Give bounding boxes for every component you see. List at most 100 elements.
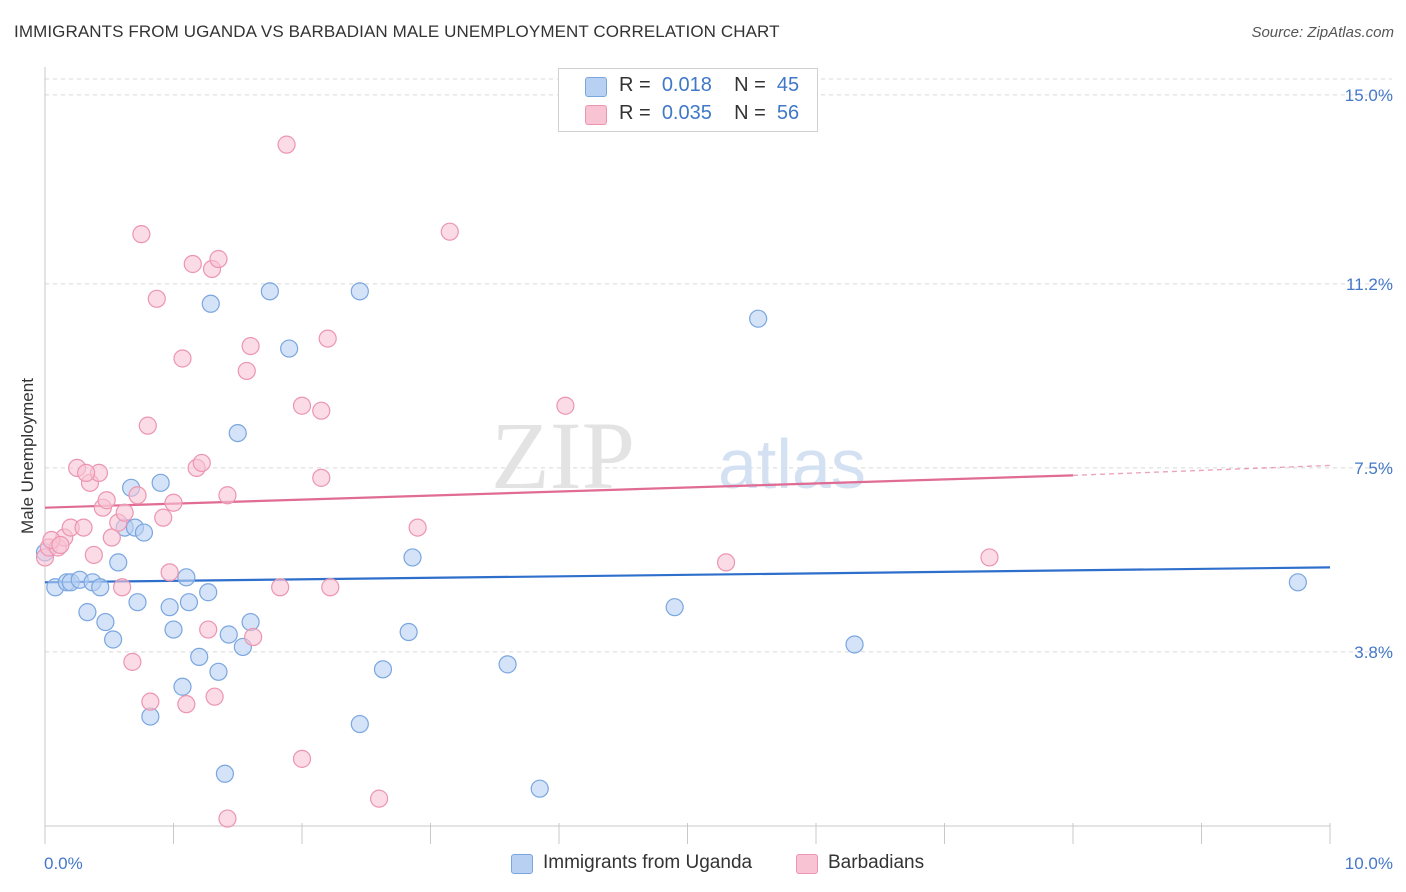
data-point-uganda [209,662,228,681]
legend-swatch-blue [585,77,607,97]
x-tick-label: 10.0% [1345,854,1393,873]
y-tick-label: 7.5% [1354,459,1393,478]
data-point-uganda [403,548,422,567]
data-point-uganda [164,620,183,639]
data-point-barbadians [440,222,459,241]
data-point-barbadians [244,627,263,647]
data-point-barbadians [218,486,237,505]
data-point-uganda [228,423,247,443]
trend-line-barbadians-extension [1072,464,1331,477]
data-point-barbadians [51,535,70,555]
data-point-barbadians [277,135,296,154]
data-point-uganda [177,568,196,587]
data-point-uganda [78,603,97,622]
data-point-barbadians [209,249,228,269]
data-point-uganda [350,714,369,734]
data-point-uganda [215,764,234,783]
data-point-barbadians [237,361,256,381]
data-point-uganda [96,612,115,632]
data-point-uganda [749,309,768,328]
data-point-uganda [845,635,864,654]
data-point-uganda [280,339,299,358]
legend-swatch-blue [511,854,533,874]
data-point-uganda [498,655,517,674]
bottom-legend-label: Immigrants from Uganda [543,852,753,873]
watermark-atlas: atlas [718,425,866,503]
y-tick-label: 15.0% [1345,86,1393,105]
legend-swatch-pink [796,854,818,874]
data-point-uganda [179,593,199,612]
legend-n-label: N = [734,74,766,96]
data-point-barbadians [218,809,237,828]
data-point-barbadians [199,620,218,639]
data-point-barbadians [123,652,142,671]
data-point-uganda [665,598,684,617]
data-point-barbadians [370,789,389,808]
data-point-barbadians [84,545,103,565]
y-tick-label: 11.2% [1346,275,1393,294]
data-point-uganda [151,473,170,492]
data-point-uganda [173,677,192,696]
data-point-barbadians [132,225,151,244]
data-point-barbadians [160,563,179,582]
data-point-uganda [399,622,418,642]
data-point-barbadians [241,336,260,356]
data-point-barbadians [147,289,166,308]
data-point-barbadians [97,491,116,510]
data-point-barbadians [154,508,173,527]
data-point-uganda [109,553,128,572]
data-point-barbadians [141,692,160,711]
data-point-barbadians [115,503,134,522]
x-tick-label: 0.0% [44,854,83,873]
data-point-barbadians [128,486,147,505]
bottom-legend-label: Barbadians [828,852,925,873]
data-point-barbadians [312,401,331,420]
data-point-uganda [91,578,110,597]
data-point-uganda [190,647,209,667]
axis-labels: 3.8% 7.5% 11.2% 15.0% 0.0% 10.0% Male Unemploy… [18,86,1393,873]
legend-r-label: R = [619,102,651,124]
data-point-barbadians [74,518,93,537]
trend-lines [44,464,1331,584]
data-point-uganda [201,294,220,313]
series-barbadians-points [35,135,999,828]
data-point-barbadians [321,578,340,597]
legend-swatch-pink [585,105,607,125]
legend-n-value: 56 [776,102,800,124]
legend-n-label: N = [734,102,766,124]
legend-n-value: 45 [776,74,800,96]
series-uganda-points [35,282,1307,798]
data-point-barbadians [271,578,290,597]
stats-legend: R = 0.018 N = 45 R = 0.035 N = 56 [558,68,818,132]
data-point-barbadians [138,416,157,435]
data-point-barbadians [716,553,736,572]
data-point-barbadians [164,493,183,512]
data-point-uganda [350,282,369,301]
data-point-uganda [530,779,549,798]
data-point-barbadians [556,396,575,415]
data-point-barbadians [183,254,202,274]
source-label: Source: ZipAtlas.com [1251,24,1394,41]
data-point-barbadians [408,518,427,537]
trend-line-barbadians [44,474,1074,509]
data-point-uganda [260,282,279,301]
data-point-uganda [219,625,238,644]
data-point-barbadians [312,468,331,487]
data-point-barbadians [318,329,337,348]
data-point-barbadians [292,749,312,768]
data-point-uganda [128,593,147,612]
trend-line-uganda [44,566,1331,584]
y-axis-title: Male Unemployment [18,378,37,534]
chart-title: IMMIGRANTS FROM UGANDA VS BARBADIAN MALE… [14,22,780,41]
data-point-barbadians [192,453,211,473]
legend-r-value: 0.035 [661,102,712,124]
data-point-uganda [104,630,123,649]
data-point-uganda [134,523,154,542]
data-point-uganda [160,598,179,617]
data-point-uganda [373,660,393,679]
data-point-barbadians [292,396,312,415]
y-tick-label: 3.8% [1354,643,1393,662]
data-point-barbadians [112,578,132,597]
data-point-uganda [199,583,218,602]
